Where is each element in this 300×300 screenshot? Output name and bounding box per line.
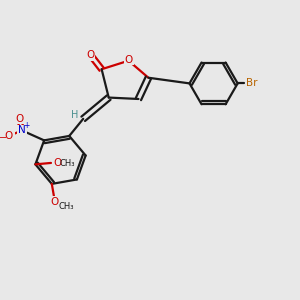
Text: CH₃: CH₃ — [58, 202, 74, 211]
Text: O: O — [86, 50, 94, 60]
Text: O: O — [15, 114, 23, 124]
Text: +: + — [24, 122, 30, 130]
Text: Br: Br — [246, 78, 257, 88]
Text: N: N — [18, 125, 26, 136]
Text: −: − — [0, 133, 8, 142]
Text: CH₃: CH₃ — [59, 159, 75, 168]
Text: O: O — [4, 131, 13, 141]
Text: H: H — [71, 110, 78, 120]
Text: O: O — [50, 197, 59, 207]
Text: O: O — [53, 158, 62, 168]
Text: O: O — [124, 55, 133, 64]
